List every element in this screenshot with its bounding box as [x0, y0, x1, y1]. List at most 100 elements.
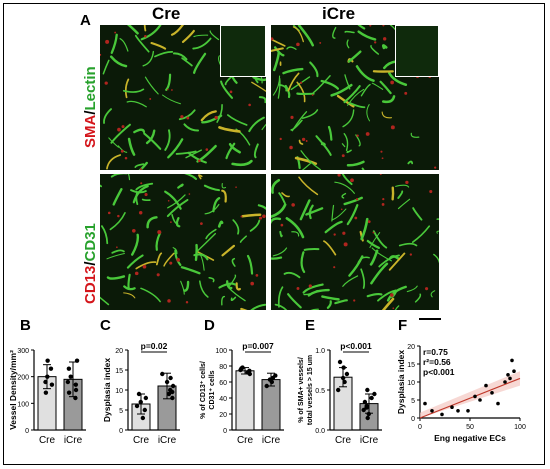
vessel-segment [131, 233, 140, 256]
vessel-segment [184, 174, 197, 180]
vessel-segment [257, 204, 266, 210]
column-header-icre: iCre [322, 4, 356, 23]
data-point [65, 379, 71, 385]
vessel-segment [414, 293, 422, 303]
data-point [166, 391, 172, 397]
red-cell-dot [405, 180, 409, 185]
vessel-segment [221, 244, 236, 257]
vessel-segment [366, 239, 381, 249]
data-point [43, 390, 49, 395]
vessel-segment [103, 108, 112, 124]
red-cell-dot [299, 81, 303, 84]
red-cell-dot [374, 41, 377, 44]
vessel-segment [220, 80, 234, 99]
vessel-segment [271, 256, 283, 260]
vessel-segment [106, 154, 122, 170]
vessel-segment [366, 104, 371, 122]
vessel-segment [143, 132, 162, 150]
vessel-segment [369, 232, 381, 248]
vessel-segment [209, 30, 220, 41]
vessel-segment [300, 150, 322, 170]
vessel-segment [285, 217, 305, 239]
vessel-segment [348, 101, 366, 109]
vessel-segment [239, 235, 247, 243]
vessel-segment [343, 196, 363, 206]
vessel-segment [272, 247, 288, 257]
scatter-point [496, 401, 500, 406]
vessel-segment [436, 230, 439, 234]
data-point [170, 389, 175, 395]
vessel-segment [249, 219, 261, 232]
vessel-segment [357, 25, 366, 30]
data-point [66, 390, 72, 395]
vessel-segment [388, 252, 406, 271]
vessel-segment [273, 46, 285, 57]
red-cell-dot [167, 199, 170, 202]
red-cell-dot [157, 230, 162, 235]
vessel-segment [231, 257, 236, 267]
y-axis-label: Dysplasia index [102, 358, 112, 423]
vessel-segment [187, 151, 207, 164]
vessel-segment [170, 25, 185, 36]
vessel-segment [198, 174, 203, 180]
vessel-segment [135, 261, 157, 270]
vessel-segment [181, 57, 193, 67]
vessel-segment [290, 76, 311, 91]
vessel-segment [106, 275, 126, 280]
vessel-segment [144, 76, 159, 95]
y-tick-label: 200 [17, 375, 29, 382]
vessel-segment [291, 231, 300, 237]
red-cell-dot [429, 189, 433, 194]
y-tick-label: 10 [407, 380, 415, 387]
red-cell-dot [214, 115, 218, 120]
micrograph-icre-cd13-cd31 [271, 174, 439, 310]
scatter-point [440, 412, 444, 417]
red-cell-dot [382, 198, 385, 201]
y-tick-label: 20 [407, 344, 415, 351]
data-point [48, 366, 54, 371]
vessel-segment [221, 189, 227, 203]
red-cell-dot [350, 178, 354, 183]
scatter-point [478, 398, 482, 402]
vessel-segment [272, 51, 281, 72]
vessel-segment [371, 82, 384, 90]
vessel-segment [110, 33, 118, 54]
vessel-segment [378, 254, 400, 268]
vessel-segment [138, 161, 148, 170]
red-cell-dot [259, 216, 263, 220]
red-cell-dot [156, 273, 160, 277]
stat-label: r²=0.56 [423, 357, 451, 367]
vessel-segment [109, 211, 126, 231]
vessel-segment [155, 252, 163, 266]
y-tick-label: 0 [223, 428, 227, 435]
panel-letter-e: E [305, 317, 315, 334]
vessel-segment [346, 160, 365, 167]
vessel-segment [108, 137, 119, 148]
scatter-point [490, 391, 494, 395]
red-cell-dot [372, 231, 375, 234]
vessel-segment [218, 126, 241, 133]
red-cell-dot [305, 140, 308, 142]
vessel-segment [226, 280, 233, 290]
vessel-segment [342, 275, 359, 287]
data-point [366, 411, 371, 417]
vessel-segment [143, 25, 147, 32]
bar-icre [261, 379, 281, 431]
vessel-segment [381, 111, 392, 119]
y-tick-label: 0 [411, 416, 415, 423]
red-cell-dot [104, 81, 108, 85]
vessel-segment [253, 143, 259, 159]
vessel-segment [292, 26, 304, 43]
vessel-segment [370, 45, 380, 55]
x-tick-label: 50 [466, 424, 474, 431]
vessel-segment [232, 219, 240, 235]
red-cell-dot [296, 42, 300, 47]
scatter-point [466, 409, 470, 413]
vessel-segment [140, 287, 161, 303]
vessel-segment [355, 65, 375, 82]
red-cell-dot [333, 266, 336, 269]
red-cell-dot [342, 231, 346, 235]
vessel-segment [193, 34, 209, 38]
vessel-segment [203, 184, 221, 192]
vessel-segment [163, 252, 175, 267]
